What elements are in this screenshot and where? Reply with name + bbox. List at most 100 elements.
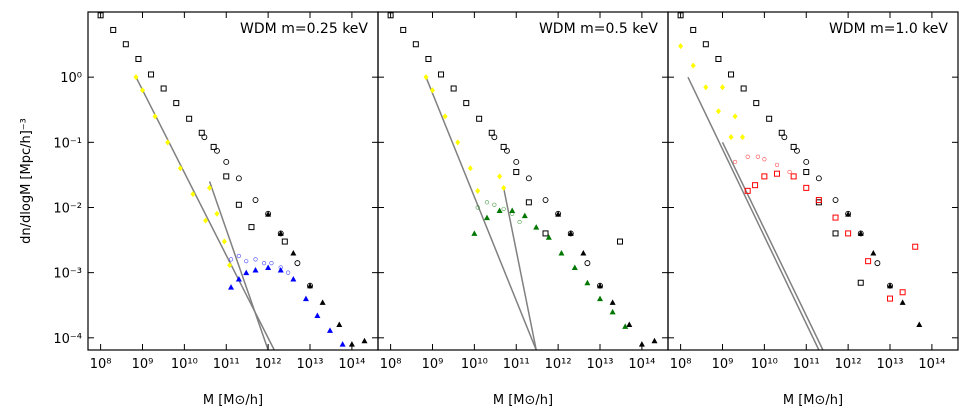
circle-point xyxy=(504,147,510,154)
triangle-point xyxy=(609,299,616,305)
diamond-point xyxy=(227,262,233,269)
circle-point xyxy=(815,175,822,182)
square-point xyxy=(778,129,785,136)
circle-point xyxy=(755,154,760,159)
diamond-point xyxy=(190,191,196,198)
triangle-point xyxy=(361,337,368,344)
panel xyxy=(677,12,923,350)
circle-point xyxy=(745,154,750,159)
circle-point xyxy=(253,257,258,262)
annotation: WDM m=1.0 keV xyxy=(829,21,948,37)
square-point xyxy=(476,115,483,122)
triangle-point xyxy=(235,275,242,282)
triangle-point xyxy=(567,230,574,236)
x-tick-label: 10⁹ xyxy=(712,357,734,372)
circle-point xyxy=(732,159,738,165)
diamond-point xyxy=(423,74,429,81)
triangle-point xyxy=(545,234,552,240)
circle-point xyxy=(513,158,520,165)
triangle-point xyxy=(336,321,343,328)
panel xyxy=(97,12,368,350)
square-point xyxy=(912,243,919,250)
square-point xyxy=(463,100,470,107)
triangle-point xyxy=(290,275,297,282)
circle-point xyxy=(542,197,549,204)
circle-point xyxy=(803,158,810,165)
triangle-point xyxy=(597,295,604,302)
square-point xyxy=(488,129,495,136)
triangle-point xyxy=(622,323,629,329)
diamond-point xyxy=(214,210,220,217)
x-tick-label: 10¹⁰ xyxy=(461,357,488,372)
x-tick-label: 10¹¹ xyxy=(213,357,240,372)
diamond-point xyxy=(429,87,435,94)
circle-point xyxy=(228,257,234,262)
square-point xyxy=(752,182,759,189)
triangle-point xyxy=(307,282,314,289)
diamond-point xyxy=(678,43,684,50)
triangle-point xyxy=(277,266,284,273)
triangle-point xyxy=(580,250,587,256)
square-point xyxy=(616,238,623,245)
square-point xyxy=(173,100,180,107)
square-point xyxy=(715,55,722,62)
triangle-point xyxy=(509,207,516,213)
circle-point xyxy=(781,134,788,141)
triangle-point xyxy=(252,266,259,273)
triangle-point xyxy=(857,230,864,236)
circle-point xyxy=(525,175,532,182)
x-tick-label: 10⁸ xyxy=(380,357,402,372)
square-point xyxy=(815,197,822,204)
circle-point xyxy=(269,261,274,266)
triangle-point xyxy=(326,327,333,333)
x-tick-label: 10¹³ xyxy=(877,357,904,372)
fit-line xyxy=(425,76,537,350)
triangle-point xyxy=(339,341,346,347)
diamond-point xyxy=(133,74,139,81)
square-point xyxy=(744,187,751,194)
square-point xyxy=(790,173,797,180)
diamond-point xyxy=(203,217,209,224)
circle-point xyxy=(475,205,480,210)
triangle-point xyxy=(626,321,633,328)
square-point xyxy=(690,26,697,33)
x-tick-label: 10¹¹ xyxy=(793,357,820,372)
square-point xyxy=(186,115,193,122)
diamond-point xyxy=(732,113,738,120)
square-point xyxy=(766,115,773,122)
square-point xyxy=(753,100,760,107)
triangle-point xyxy=(277,230,284,236)
triangle-point xyxy=(290,250,297,256)
x-axis-label: M [M⊙/h] xyxy=(783,393,843,408)
plot-frame xyxy=(667,11,959,351)
square-point xyxy=(887,295,894,302)
triangle-point xyxy=(609,308,616,315)
triangle-point xyxy=(916,321,923,328)
triangle-point xyxy=(319,299,326,305)
square-point xyxy=(210,143,217,150)
fit-line xyxy=(208,181,269,350)
x-tick-label: 10¹³ xyxy=(587,357,614,372)
diamond-point xyxy=(719,84,725,91)
square-point xyxy=(281,238,288,245)
x-tick-label: 10¹⁰ xyxy=(751,357,778,372)
circle-point xyxy=(794,147,800,154)
x-tick-label: 10⁸ xyxy=(670,357,692,372)
x-tick-label: 10¹² xyxy=(255,357,282,372)
circle-point xyxy=(294,260,301,267)
square-point xyxy=(425,55,432,62)
plot-frame xyxy=(377,11,669,351)
square-point xyxy=(450,85,457,92)
x-tick-label: 10⁹ xyxy=(422,357,444,372)
triangle-point xyxy=(571,264,578,270)
diamond-point xyxy=(715,108,721,115)
square-point xyxy=(832,214,839,221)
square-point xyxy=(728,71,735,78)
circle-point xyxy=(223,158,230,165)
diamond-point xyxy=(152,113,158,120)
panel xyxy=(387,12,658,350)
circle-point xyxy=(252,197,259,204)
square-point xyxy=(803,184,810,191)
triangle-point xyxy=(265,264,272,270)
